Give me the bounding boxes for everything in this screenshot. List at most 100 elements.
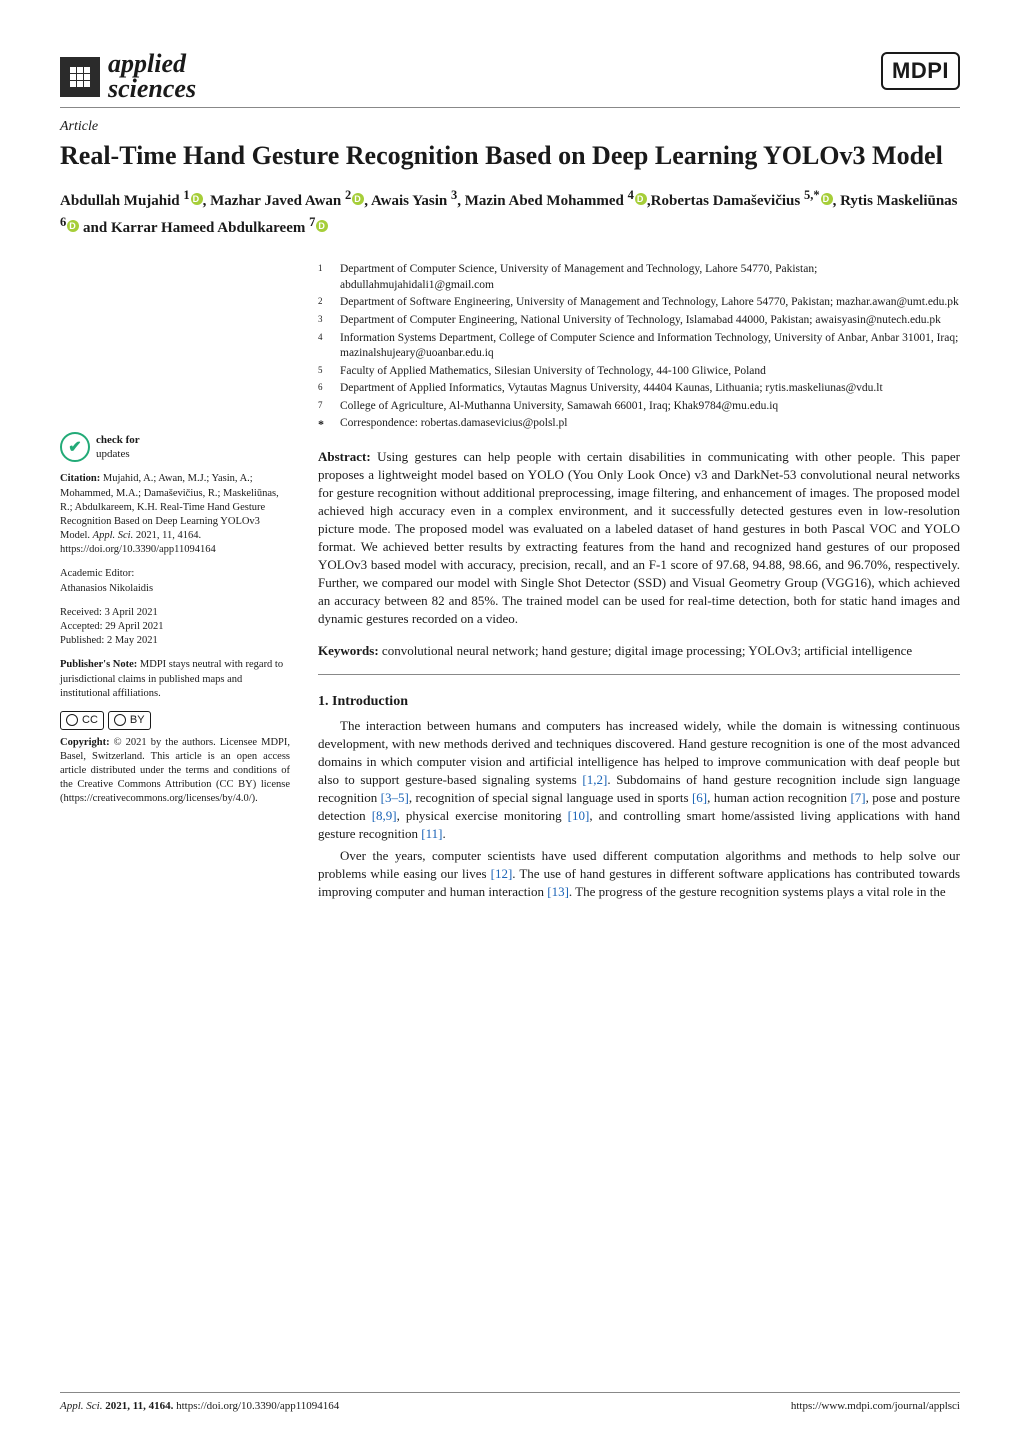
citation-ref[interactable]: [8,9] (372, 808, 397, 823)
orcid-icon[interactable] (821, 193, 833, 205)
citation-ref[interactable]: [10] (568, 808, 590, 823)
academic-editor-label: Academic Editor: (60, 568, 134, 579)
journal-name: applied sciences (108, 52, 196, 101)
affiliation-number: 1 (318, 262, 330, 293)
intro-paragraph-2: Over the years, computer scientists have… (318, 847, 960, 901)
check-updates-text: check for updates (96, 433, 140, 463)
footer-right: https://www.mdpi.com/journal/applsci (791, 1399, 960, 1414)
mdpi-logo: MDPI (881, 52, 960, 90)
copyright-label: Copyright: (60, 737, 110, 748)
sidebar: ✔ check for updates Citation: Mujahid, A… (60, 262, 290, 904)
accepted-date: Accepted: 29 April 2021 (60, 621, 164, 632)
footer: Appl. Sci. 2021, 11, 4164. https://doi.o… (60, 1392, 960, 1414)
citation-ref[interactable]: [3–5] (381, 790, 409, 805)
article-title: Real-Time Hand Gesture Recognition Based… (60, 141, 960, 172)
keywords: Keywords: convolutional neural network; … (318, 642, 960, 675)
affiliation-item: 1 Department of Computer Science, Univers… (318, 262, 960, 293)
affiliation-text: Faculty of Applied Mathematics, Silesian… (340, 364, 766, 380)
citation-ref[interactable]: [7] (850, 790, 865, 805)
check-updates-badge[interactable]: ✔ check for updates (60, 432, 290, 462)
abstract-text: Using gestures can help people with cert… (318, 449, 960, 625)
journal-mark: applied sciences (60, 52, 196, 101)
affiliation-number: 7 (318, 399, 330, 415)
author-sup: 6 (60, 215, 66, 229)
citation-ref[interactable]: [12] (491, 866, 513, 881)
orcid-icon[interactable] (635, 193, 647, 205)
citation-ref[interactable]: [6] (692, 790, 707, 805)
citation-label: Citation: (60, 473, 100, 484)
academic-editor: Academic Editor: Athanasios Nikolaidis (60, 567, 290, 595)
author: Robertas Damaševičius 5,* (651, 193, 833, 209)
affiliation-text: Department of Software Engineering, Univ… (340, 295, 959, 311)
affiliation-text: College of Agriculture, Al-Muthanna Univ… (340, 399, 778, 415)
academic-editor-name: Athanasios Nikolaidis (60, 583, 153, 594)
footer-left: Appl. Sci. 2021, 11, 4164. https://doi.o… (60, 1399, 339, 1414)
affiliation-text: Department of Applied Informatics, Vytau… (340, 381, 883, 397)
abstract: Abstract: Using gestures can help people… (318, 448, 960, 627)
affiliation-number: 6 (318, 381, 330, 397)
citation-journal: Appl. Sci. (93, 530, 134, 541)
author-sup: 2 (345, 188, 351, 202)
correspondence-text: Correspondence: robertas.damasevicius@po… (340, 416, 567, 432)
check-updates-bottom: updates (96, 447, 140, 462)
affiliation-number: 5 (318, 364, 330, 380)
by-circle-icon (114, 714, 126, 726)
orcid-icon[interactable] (191, 193, 203, 205)
affiliation-text: Department of Computer Science, Universi… (340, 262, 960, 293)
correspondence: * Correspondence: robertas.damasevicius@p… (318, 416, 960, 432)
author-sup: 7 (309, 215, 315, 229)
author-sup: 1 (183, 188, 189, 202)
received-date: Received: 3 April 2021 (60, 607, 158, 618)
header: applied sciences MDPI (60, 52, 960, 108)
publishers-note: Publisher's Note: MDPI stays neutral wit… (60, 658, 290, 701)
footer-journal: Appl. Sci. (60, 1400, 105, 1412)
author-sup: 4 (628, 188, 634, 202)
keywords-label: Keywords: (318, 643, 379, 658)
author: Mazin Abed Mohammed 4 (465, 193, 647, 209)
journal-logo-icon (60, 57, 100, 97)
correspondence-asterisk: * (318, 416, 330, 432)
dates: Received: 3 April 2021 Accepted: 29 Apri… (60, 606, 290, 649)
citation-ref[interactable]: [1,2] (582, 772, 607, 787)
citation-ref[interactable]: [11] (421, 826, 442, 841)
pubnote-label: Publisher's Note: (60, 659, 137, 670)
author: Karrar Hameed Abdulkareem 7 (111, 220, 328, 236)
affiliation-text: Information Systems Department, College … (340, 331, 960, 362)
citation: Citation: Mujahid, A.; Awan, M.J.; Yasin… (60, 472, 290, 557)
affiliation-text: Department of Computer Engineering, Nati… (340, 313, 941, 329)
footer-vol: 2021, 11, 4164. (105, 1400, 176, 1412)
citation-ref[interactable]: [13] (547, 884, 569, 899)
journal-name-line2: sciences (108, 77, 196, 102)
affiliation-number: 2 (318, 295, 330, 311)
orcid-icon[interactable] (352, 193, 364, 205)
published-date: Published: 2 May 2021 (60, 635, 158, 646)
author-sup: 3 (451, 188, 457, 202)
affiliation-number: 4 (318, 331, 330, 362)
affiliation-number: 3 (318, 313, 330, 329)
affiliation-item: 5 Faculty of Applied Mathematics, Silesia… (318, 364, 960, 380)
authors-line: Abdullah Mujahid 1, Mazhar Javed Awan 2,… (60, 186, 960, 241)
journal-name-line1: applied (108, 52, 196, 77)
orcid-icon[interactable] (67, 220, 79, 232)
author: Abdullah Mujahid 1 (60, 193, 203, 209)
copyright: Copyright: © 2021 by the authors. Licens… (60, 736, 290, 807)
cc-badge-cc: CC (60, 711, 104, 730)
affiliation-item: 6 Department of Applied Informatics, Vyta… (318, 381, 960, 397)
affiliations: 1 Department of Computer Science, Univers… (318, 262, 960, 432)
abstract-label: Abstract: (318, 449, 371, 464)
author: Awais Yasin 3 (371, 193, 457, 209)
check-updates-top: check for (96, 434, 140, 446)
cc-circle-icon (66, 714, 78, 726)
cc-label: CC (82, 713, 98, 728)
affiliation-item: 7 College of Agriculture, Al-Muthanna Uni… (318, 399, 960, 415)
cc-badge-by: BY (108, 711, 151, 730)
author: Mazhar Javed Awan 2 (210, 193, 364, 209)
keywords-text: convolutional neural network; hand gestu… (382, 643, 912, 658)
main-column: 1 Department of Computer Science, Univers… (318, 262, 960, 904)
affiliation-item: 4 Information Systems Department, College… (318, 331, 960, 362)
check-icon: ✔ (60, 432, 90, 462)
article-type: Article (60, 118, 960, 137)
author-sup: 5,* (804, 188, 820, 202)
orcid-icon[interactable] (316, 220, 328, 232)
intro-paragraph-1: The interaction between humans and compu… (318, 717, 960, 843)
